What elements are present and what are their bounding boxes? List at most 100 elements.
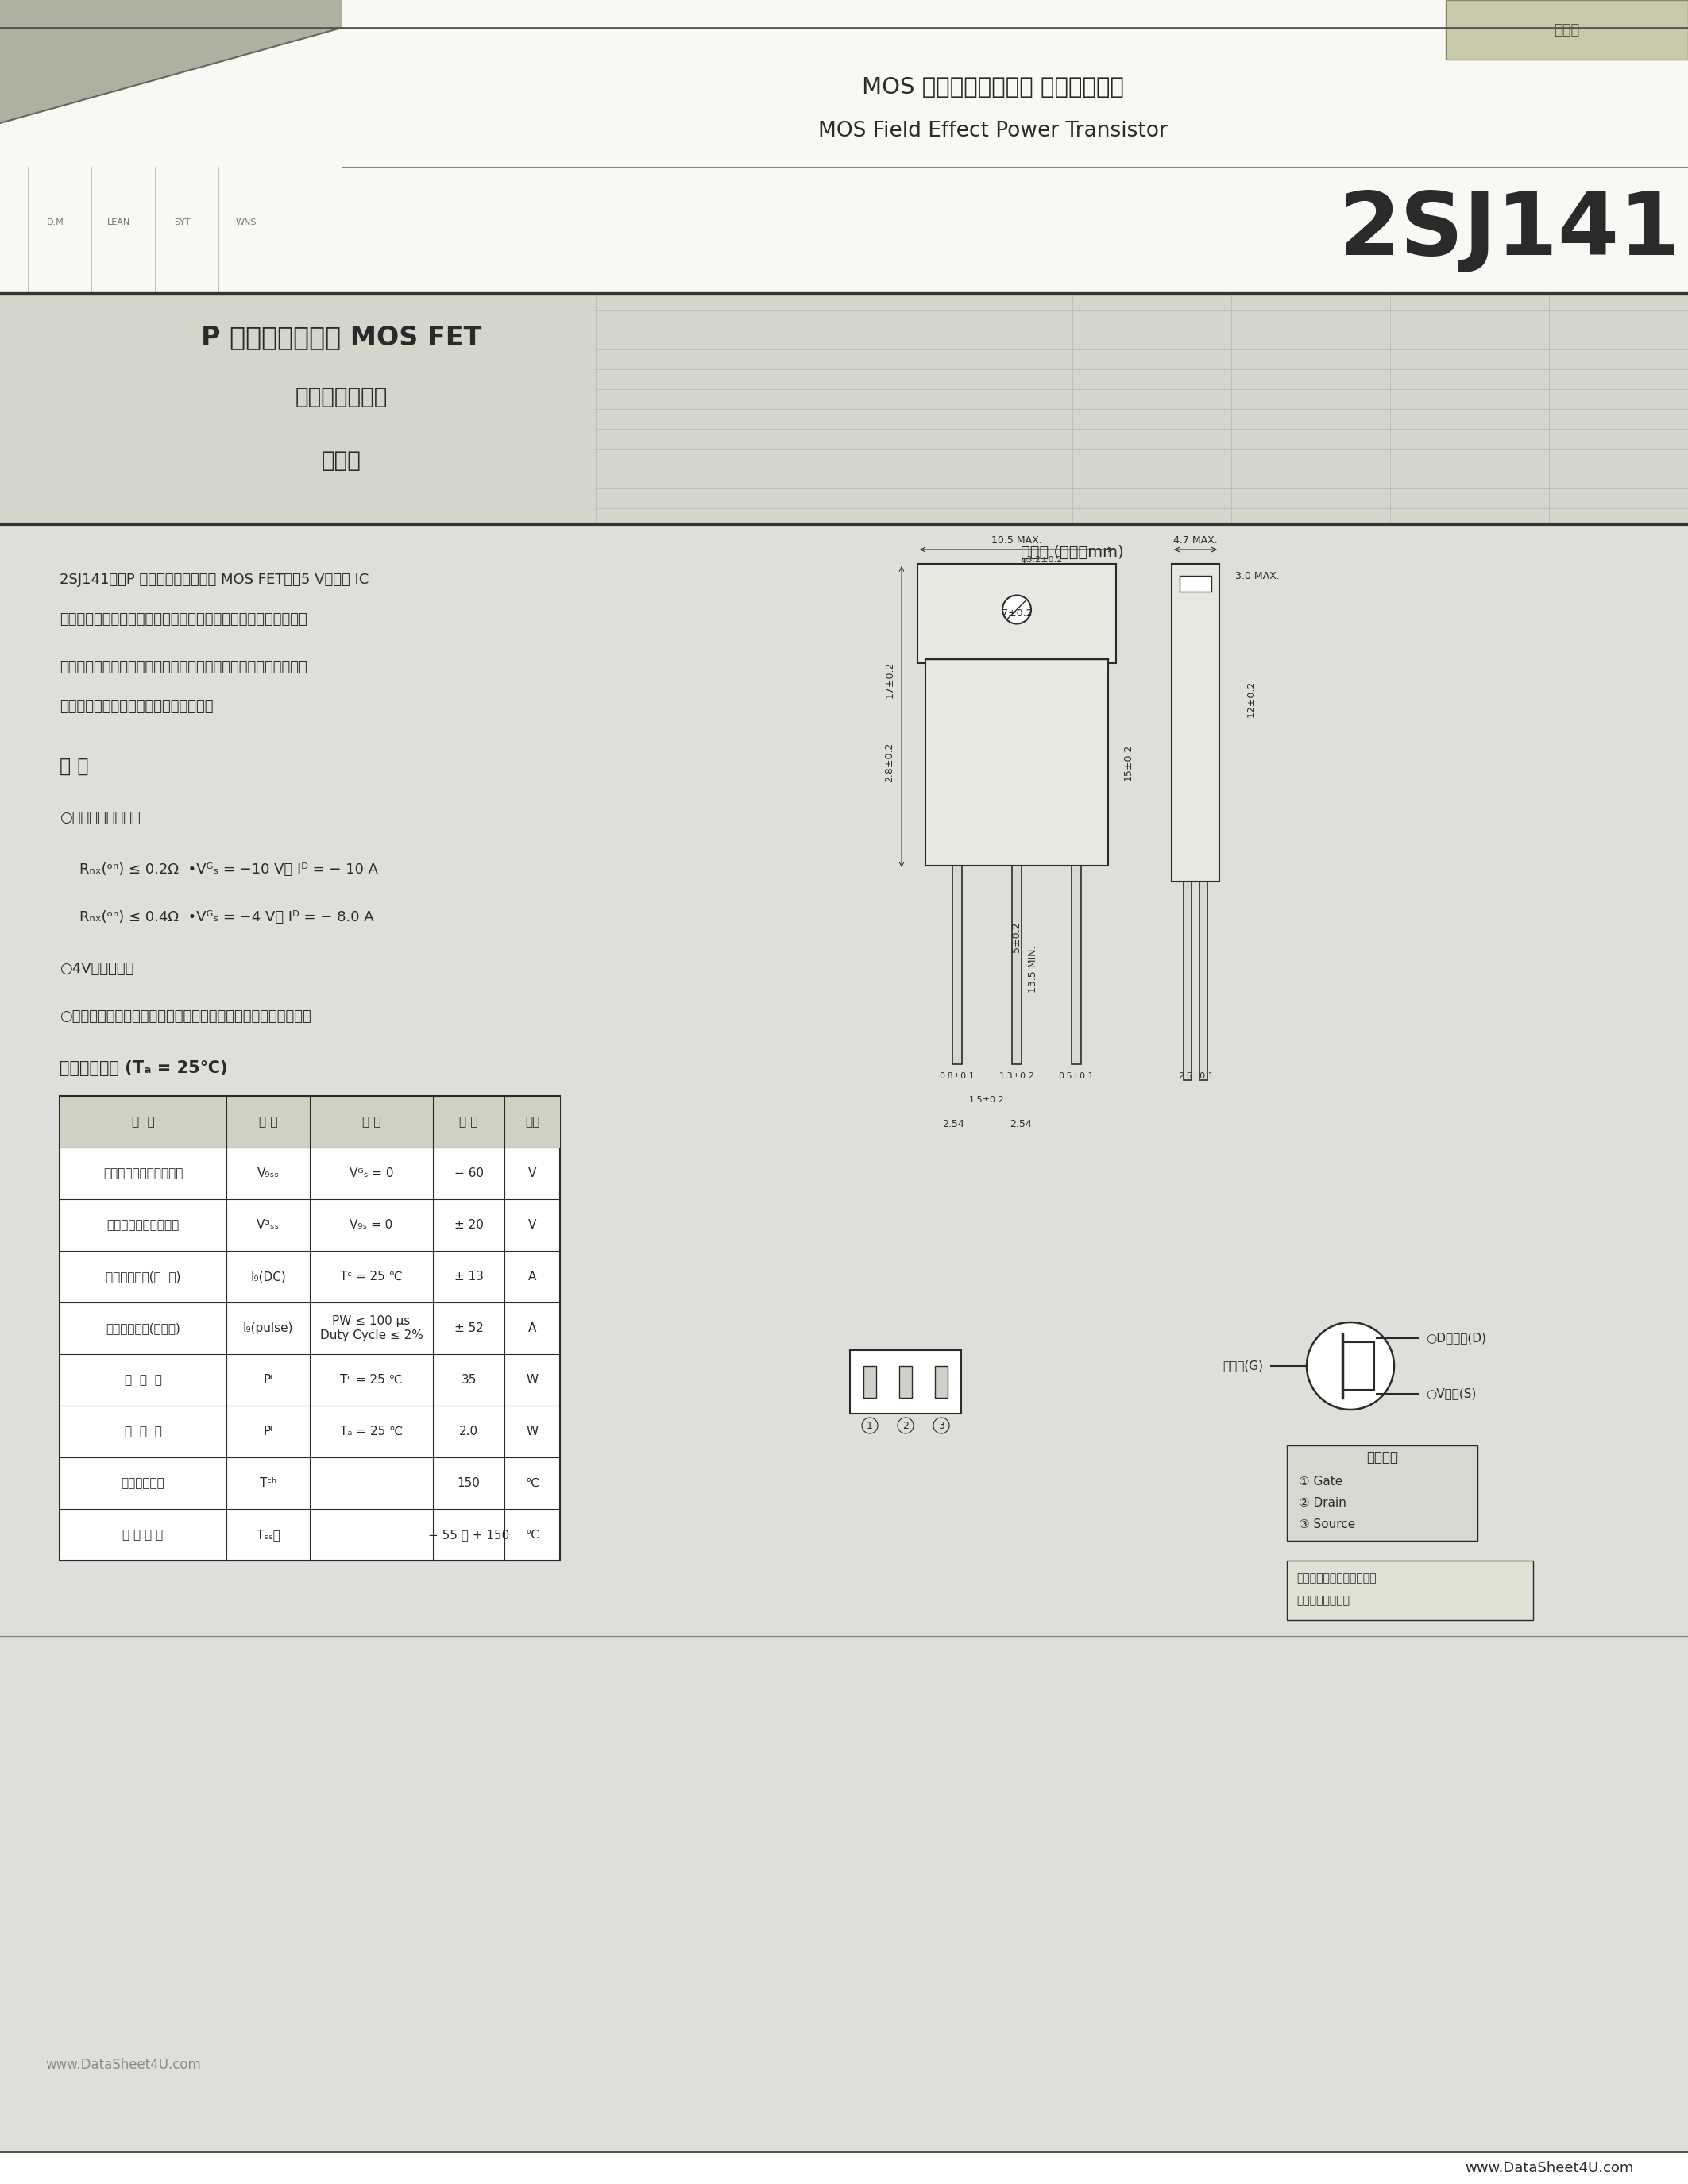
Bar — [59, 1096, 560, 1562]
Text: 2SJ141: 2SJ141 — [1339, 188, 1680, 273]
Text: 全  損  失: 全 損 失 — [125, 1426, 162, 1437]
Text: − 60: − 60 — [454, 1168, 483, 1179]
Text: LEAN: LEAN — [108, 218, 130, 227]
Text: Vᴳₛ = 0: Vᴳₛ = 0 — [349, 1168, 393, 1179]
Text: 上図中のダイオードは寄生: 上図中のダイオードは寄生 — [1296, 1572, 1376, 1583]
Text: ○Dレイン(D): ○Dレイン(D) — [1426, 1332, 1485, 1343]
Text: 5±0.2: 5±0.2 — [1011, 922, 1021, 952]
Bar — [0, 0, 1688, 295]
Text: ① Gate: ① Gate — [1298, 1474, 1342, 1487]
Text: V₉ₛₛ: V₉ₛₛ — [257, 1168, 279, 1179]
Text: 条 件: 条 件 — [361, 1116, 381, 1127]
Polygon shape — [0, 0, 341, 122]
Text: ダイオードです。: ダイオードです。 — [1296, 1594, 1350, 1605]
Text: 絶対最大定格 (Tₐ = 25℃): 絶対最大定格 (Tₐ = 25℃) — [59, 1059, 228, 1077]
Bar — [1072, 865, 1080, 1064]
Text: 0.8±0.1: 0.8±0.1 — [940, 1072, 976, 1081]
Text: 7±0.2: 7±0.2 — [1001, 609, 1031, 618]
Text: www.DataSheet4U.com: www.DataSheet4U.com — [1465, 2160, 1634, 2175]
Text: MOS Field Effect Power Transistor: MOS Field Effect Power Transistor — [819, 120, 1168, 142]
Text: ドレイン電流(直  流): ドレイン電流(直 流) — [105, 1271, 181, 1282]
Text: 1.3±0.2: 1.3±0.2 — [999, 1072, 1035, 1081]
Text: 17±0.2: 17±0.2 — [885, 662, 895, 699]
Text: オン抵抗が低く，スイッチング特性も優れているため，モータ，: オン抵抗が低く，スイッチング特性も優れているため，モータ， — [59, 660, 307, 675]
Text: 略 号: 略 号 — [258, 1116, 277, 1127]
Bar — [0, 295, 1688, 524]
Text: 35: 35 — [461, 1374, 476, 1387]
Text: 外形図 (単位：mm): 外形図 (単位：mm) — [1021, 544, 1124, 559]
Text: ② Drain: ② Drain — [1298, 1496, 1347, 1509]
Text: 12±0.2: 12±0.2 — [1246, 681, 1256, 716]
Text: 2.54: 2.54 — [942, 1118, 964, 1129]
Text: − 55 ～ + 150: − 55 ～ + 150 — [429, 1529, 510, 1540]
Text: 1.5±0.2: 1.5±0.2 — [969, 1096, 1004, 1103]
Text: Rₙₓ(ᵒⁿ) ≤ 0.4Ω  •Vᴳₛ = −4 V， Iᴰ = − 8.0 A: Rₙₓ(ᵒⁿ) ≤ 0.4Ω •Vᴳₛ = −4 V， Iᴰ = − 8.0 A — [79, 911, 373, 924]
Bar — [0, 524, 1688, 2184]
Text: Tᶜʰ: Tᶜʰ — [260, 1476, 277, 1489]
Text: W: W — [527, 1374, 538, 1387]
Text: 全  損  失: 全 損 失 — [125, 1374, 162, 1387]
Bar — [1171, 563, 1219, 882]
Text: 2.0: 2.0 — [459, 1426, 478, 1437]
Text: Vᴳₛₛ: Vᴳₛₛ — [257, 1219, 280, 1232]
Text: チャネル温度: チャネル温度 — [122, 1476, 165, 1489]
Bar — [1445, 0, 1688, 59]
Text: Tₐ = 25 ℃: Tₐ = 25 ℃ — [339, 1426, 403, 1437]
Text: V₉ₛ = 0: V₉ₛ = 0 — [349, 1219, 393, 1232]
Circle shape — [1307, 1321, 1394, 1409]
Text: φ3.2±0.2: φ3.2±0.2 — [1021, 557, 1062, 563]
Text: ± 13: ± 13 — [454, 1271, 483, 1282]
Text: ○Vース(S): ○Vース(S) — [1426, 1387, 1477, 1400]
Text: A: A — [528, 1271, 537, 1282]
Text: SYT: SYT — [174, 218, 191, 227]
Text: ± 52: ± 52 — [454, 1321, 483, 1334]
Bar — [1180, 577, 1212, 592]
Text: 単位: 単位 — [525, 1116, 540, 1127]
Text: ゲート・ソース間電圧: ゲート・ソース間電圧 — [106, 1219, 179, 1232]
Text: ± 20: ± 20 — [454, 1219, 483, 1232]
Bar — [1183, 882, 1192, 1081]
Text: WNS: WNS — [236, 218, 257, 227]
Text: ℃: ℃ — [525, 1476, 538, 1489]
Bar — [851, 1350, 960, 1413]
Text: ○インダクタンス負荷において保護回路なしで動作が可能です。: ○インダクタンス負荷において保護回路なしで動作が可能です。 — [59, 1009, 311, 1024]
Text: D.M: D.M — [47, 218, 64, 227]
Text: 13.5 MIN.: 13.5 MIN. — [1028, 946, 1038, 992]
Text: V: V — [528, 1219, 537, 1232]
Polygon shape — [0, 0, 1688, 295]
Bar — [59, 1096, 560, 1147]
Text: www.DataSheet4U.com: www.DataSheet4U.com — [46, 2057, 201, 2073]
Text: 特 徴: 特 徴 — [59, 758, 88, 775]
Bar — [864, 1365, 876, 1398]
Text: 2.8±0.2: 2.8±0.2 — [885, 743, 895, 782]
Bar — [900, 1365, 912, 1398]
Text: Tᶜ = 25 ℃: Tᶜ = 25 ℃ — [339, 1271, 403, 1282]
Text: 2.5±0.1: 2.5±0.1 — [1178, 1072, 1214, 1081]
Text: V: V — [528, 1168, 537, 1179]
Text: I₉(pulse): I₉(pulse) — [243, 1321, 294, 1334]
Bar — [935, 1365, 947, 1398]
Text: MOS 形電界効果パワー トランジスタ: MOS 形電界効果パワー トランジスタ — [863, 76, 1124, 98]
Bar — [1013, 865, 1021, 1064]
Text: A: A — [528, 1321, 537, 1334]
Text: 保 存 温 度: 保 存 温 度 — [123, 1529, 164, 1540]
Text: 工業用: 工業用 — [322, 450, 361, 472]
Text: ③ Source: ③ Source — [1298, 1518, 1355, 1531]
Text: 10.5 MAX.: 10.5 MAX. — [991, 535, 1041, 546]
Text: 2: 2 — [903, 1420, 908, 1431]
Bar — [918, 563, 1116, 664]
Text: ゲート(G): ゲート(G) — [1222, 1361, 1263, 1372]
Text: 2SJ141は，P チャネル横形パワー MOS FETで，5 V電源系 IC: 2SJ141は，P チャネル横形パワー MOS FETで，5 V電源系 IC — [59, 572, 368, 587]
Text: 電极接続: 電极接続 — [1366, 1450, 1398, 1465]
Text: ℃: ℃ — [525, 1529, 538, 1540]
Text: 150: 150 — [457, 1476, 479, 1489]
Text: Pᴵ: Pᴵ — [263, 1426, 273, 1437]
Bar — [1286, 1446, 1477, 1540]
Text: P チャネルパワー MOS FET: P チャネルパワー MOS FET — [201, 325, 481, 352]
Text: PW ≤ 100 μs
Duty Cycle ≤ 2%: PW ≤ 100 μs Duty Cycle ≤ 2% — [319, 1315, 424, 1341]
Text: 項  目: 項 目 — [132, 1116, 154, 1127]
Text: Tᶜ = 25 ℃: Tᶜ = 25 ℃ — [339, 1374, 403, 1387]
Text: I₉(DC): I₉(DC) — [250, 1271, 285, 1282]
Text: ソレノイド，ランプの制御に最適です。: ソレノイド，ランプの制御に最適です。 — [59, 699, 213, 714]
Text: ドレイン・ソース間電圧: ドレイン・ソース間電圧 — [103, 1168, 182, 1179]
